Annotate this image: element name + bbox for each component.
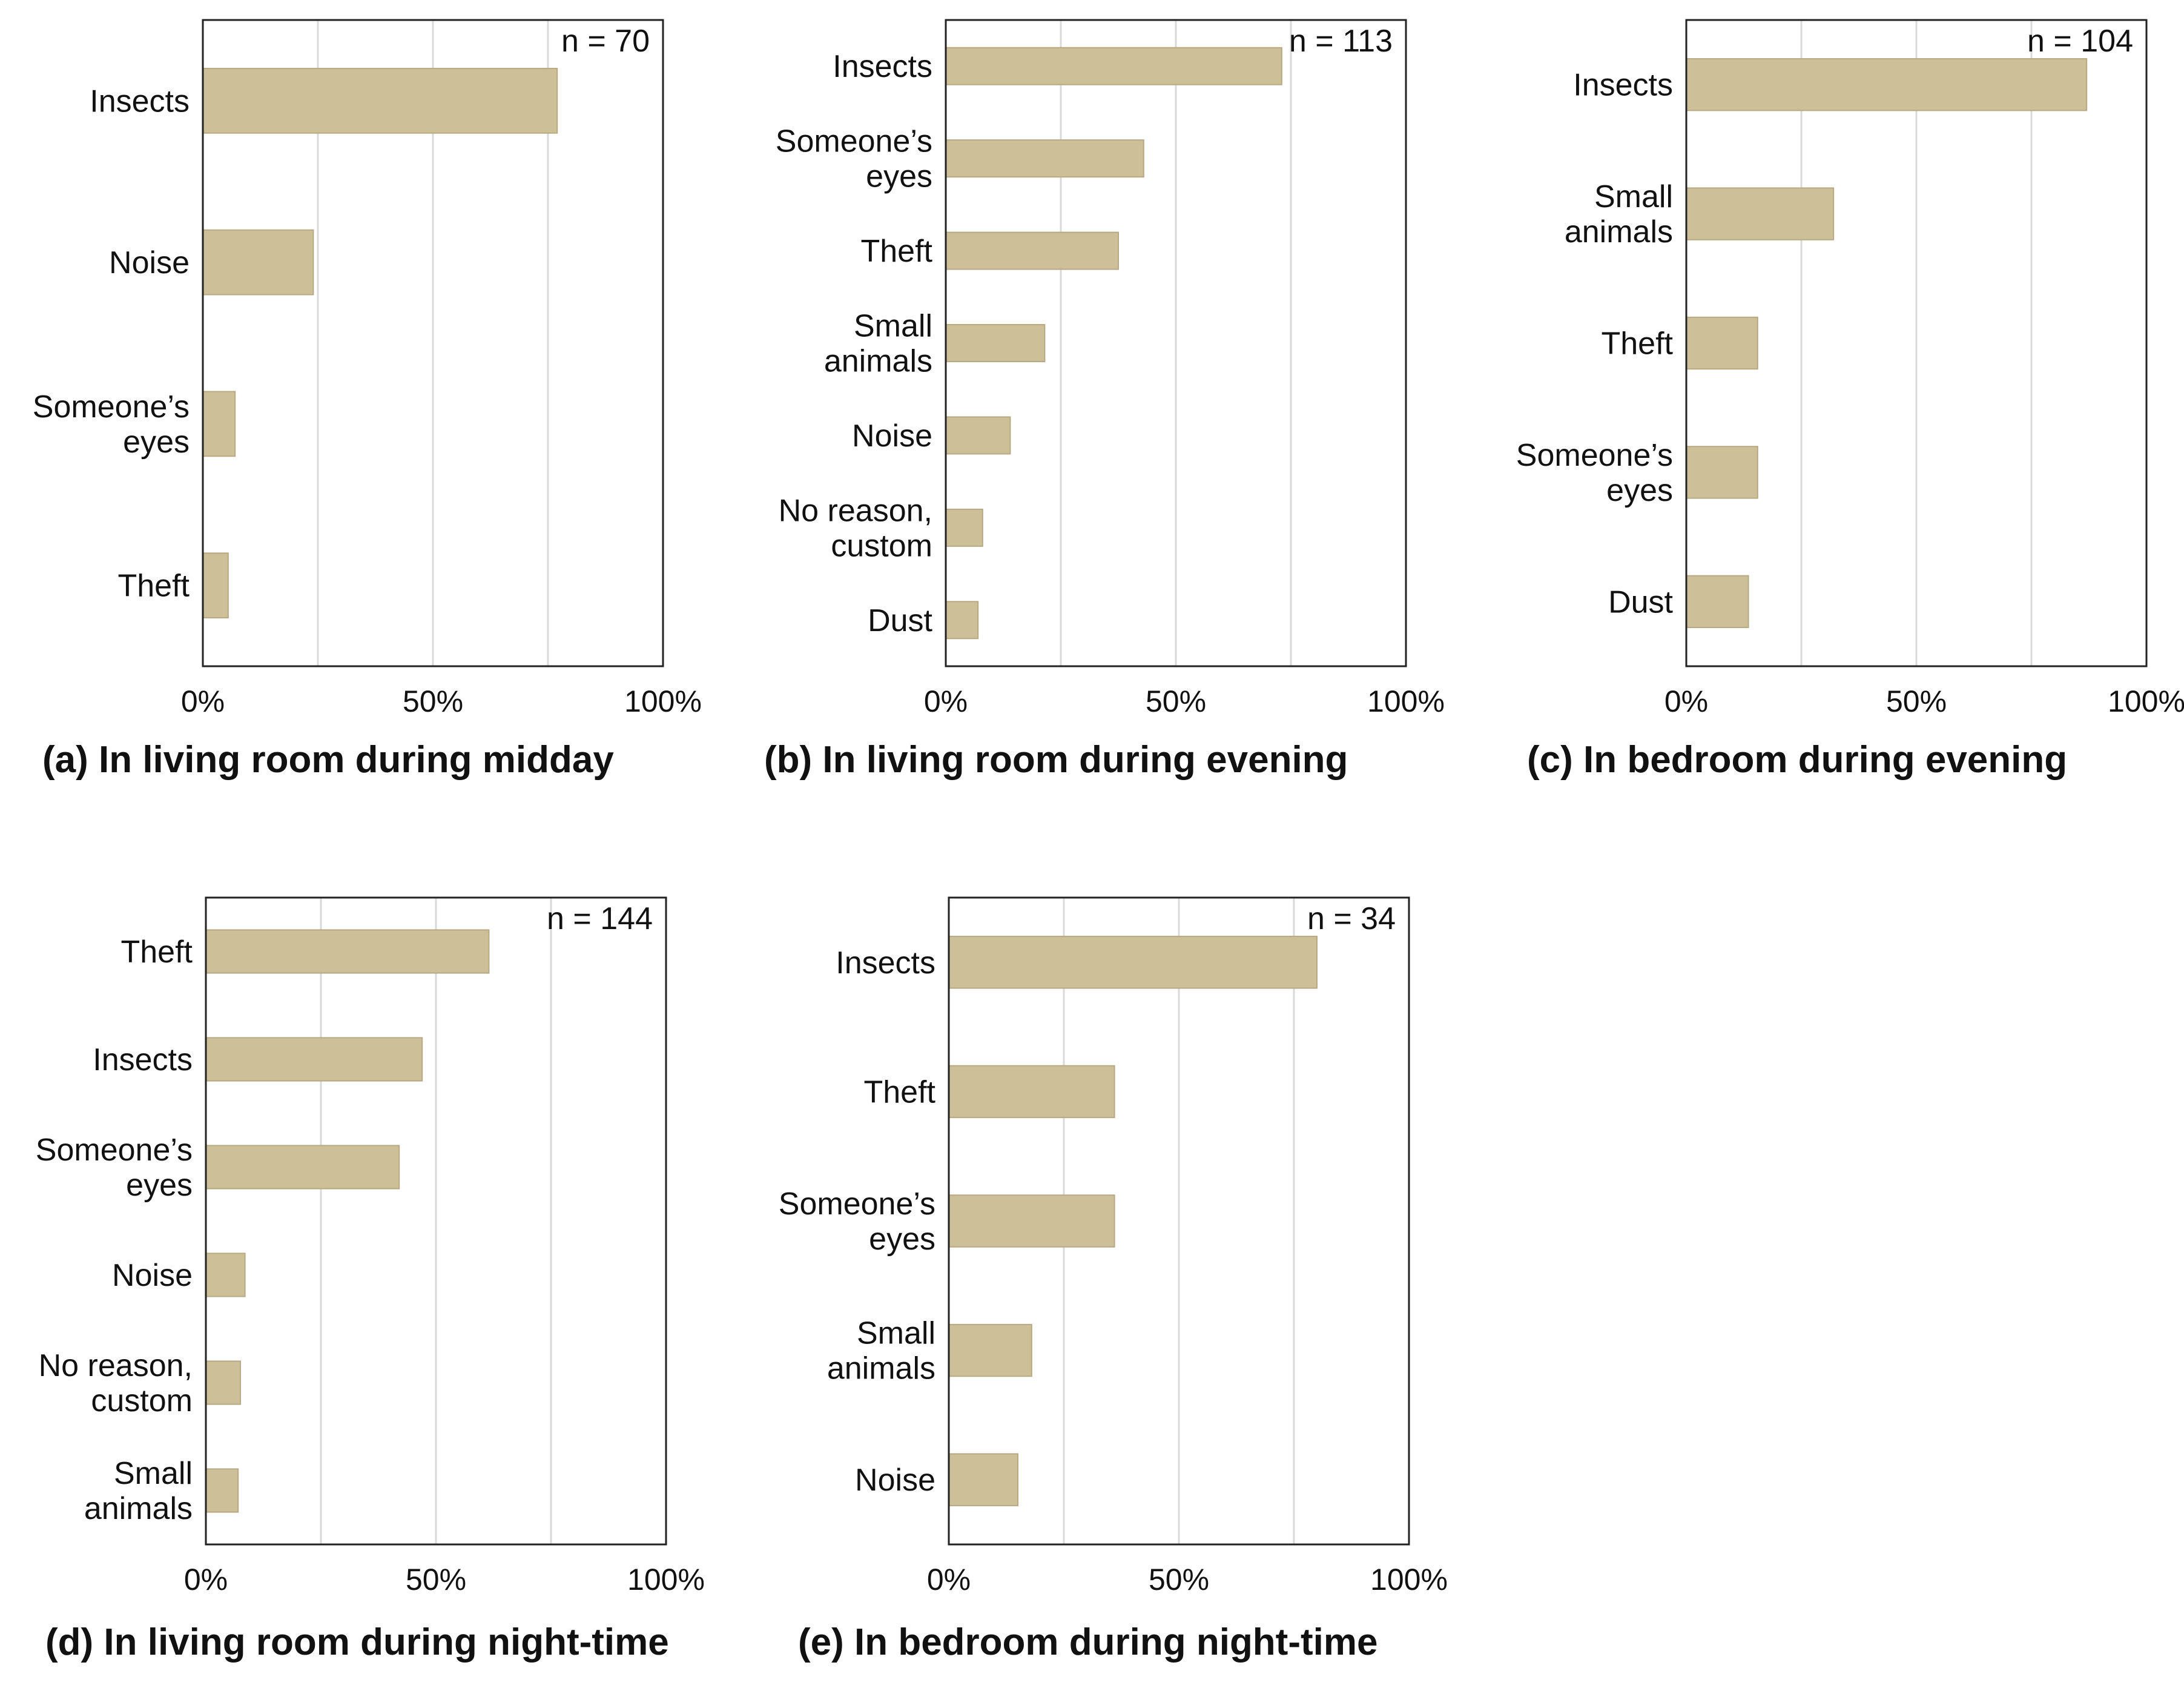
- x-tick-label: 0%: [1664, 684, 1708, 718]
- bar-small-animals: [945, 324, 1046, 362]
- category-label: Small animals: [824, 309, 932, 379]
- category-label: Noise: [852, 419, 932, 454]
- bar-noise: [948, 1453, 1018, 1506]
- category-label: Someone’s eyes: [779, 1186, 935, 1257]
- category-label: Someone’s eyes: [33, 389, 190, 460]
- bar-someone-s-eyes: [945, 139, 1144, 178]
- category-label: Theft: [121, 935, 193, 970]
- bar-small-animals: [948, 1323, 1032, 1377]
- category-label: No reason, custom: [779, 493, 932, 563]
- bar-small-animals: [205, 1468, 239, 1513]
- sample-size-label: n = 70: [561, 24, 650, 59]
- category-label: Theft: [861, 234, 933, 269]
- x-tick-label: 100%: [627, 1563, 705, 1597]
- bar-theft: [948, 1065, 1115, 1119]
- bar-theft: [202, 552, 229, 618]
- bar-noise: [205, 1253, 246, 1297]
- sample-size-label: n = 34: [1307, 901, 1396, 936]
- category-label: Someone’s eyes: [776, 124, 932, 194]
- category-label: Insects: [836, 945, 935, 981]
- chart-panel-b: Insects Someone’s eyes Theft Small animals Noi…: [764, 19, 1445, 781]
- bar-insects: [205, 1037, 423, 1082]
- x-tick-label: 50%: [1886, 684, 1947, 718]
- plot-frame: [1685, 19, 2148, 667]
- plot-frame: [202, 19, 664, 667]
- bar-small-animals: [1686, 187, 1835, 240]
- chart-panel-c: Insects Small animals Theft Someone’s eyes Dus…: [1516, 19, 2184, 781]
- category-label: Someone’s eyes: [36, 1133, 193, 1203]
- category-label: Noise: [112, 1258, 193, 1293]
- x-tick-label: 0%: [924, 684, 968, 718]
- category-label: Someone’s eyes: [1516, 438, 1673, 508]
- sample-size-label: n = 113: [1289, 24, 1393, 59]
- category-label: Dust: [1608, 584, 1673, 620]
- x-tick-label: 0%: [184, 1563, 228, 1597]
- category-label: Theft: [1602, 326, 1674, 362]
- bar-noise: [202, 229, 314, 296]
- plot-frame: [948, 896, 1410, 1546]
- category-label: Insects: [90, 84, 190, 119]
- x-tick-label: 100%: [1370, 1563, 1448, 1597]
- plot-frame: [945, 19, 1407, 667]
- panel-caption: (a) In living room during midday: [42, 739, 614, 781]
- category-label: Noise: [855, 1463, 935, 1498]
- category-label: Small animals: [1565, 179, 1673, 250]
- category-label: Theft: [864, 1074, 936, 1110]
- category-label: Insects: [93, 1042, 193, 1077]
- category-label: Dust: [868, 603, 932, 638]
- chart-panel-a: Insects Noise Someone’s eyes Theft n = 70 0% 50…: [33, 19, 702, 781]
- sample-size-label: n = 104: [2027, 24, 2133, 59]
- chart-panel-d: Theft Insects Someone’s eyes Noise No reason,…: [36, 896, 705, 1663]
- bar-dust: [1686, 575, 1749, 628]
- x-tick-label: 100%: [1367, 684, 1445, 718]
- bar-theft: [1686, 316, 1758, 370]
- x-tick-label: 100%: [624, 684, 702, 718]
- bar-theft: [945, 231, 1119, 270]
- bar-insects: [1686, 58, 2088, 111]
- bar-insects: [202, 68, 558, 134]
- panel-caption: (b) In living room during evening: [764, 739, 1348, 781]
- category-label: Small animals: [827, 1316, 935, 1386]
- plot-frame: [205, 896, 667, 1546]
- bar-no-reason-custom: [205, 1360, 241, 1405]
- bar-insects: [945, 47, 1282, 85]
- x-tick-label: 0%: [927, 1563, 971, 1597]
- bar-someone-s-eyes: [948, 1194, 1115, 1248]
- x-tick-label: 0%: [181, 684, 225, 718]
- bar-no-reason-custom: [945, 508, 983, 547]
- category-label: No reason, custom: [39, 1348, 193, 1418]
- x-tick-label: 50%: [406, 1563, 466, 1597]
- category-label: Insects: [1573, 68, 1673, 103]
- bar-someone-s-eyes: [1686, 446, 1758, 499]
- panel-caption: (d) In living room during night-time: [45, 1621, 669, 1663]
- bar-someone-s-eyes: [205, 1145, 400, 1190]
- sample-size-label: n = 144: [547, 901, 653, 936]
- x-tick-label: 50%: [1146, 684, 1206, 718]
- category-label: Small animals: [84, 1456, 193, 1526]
- bar-dust: [945, 601, 979, 640]
- chart-panel-e: Insects Theft Someone’s eyes Small animals Noi…: [779, 896, 1448, 1663]
- category-label: Insects: [833, 49, 932, 84]
- category-label: Theft: [118, 569, 190, 604]
- x-tick-label: 50%: [403, 684, 463, 718]
- x-tick-label: 50%: [1149, 1563, 1209, 1597]
- category-label: Noise: [109, 245, 190, 280]
- bar-theft: [205, 929, 490, 974]
- x-tick-label: 100%: [2108, 684, 2184, 718]
- panel-caption: (e) In bedroom during night-time: [798, 1621, 1377, 1663]
- bar-noise: [945, 416, 1011, 455]
- bar-someone-s-eyes: [202, 391, 236, 457]
- panel-caption: (c) In bedroom during evening: [1527, 739, 2067, 781]
- bar-insects: [948, 936, 1318, 989]
